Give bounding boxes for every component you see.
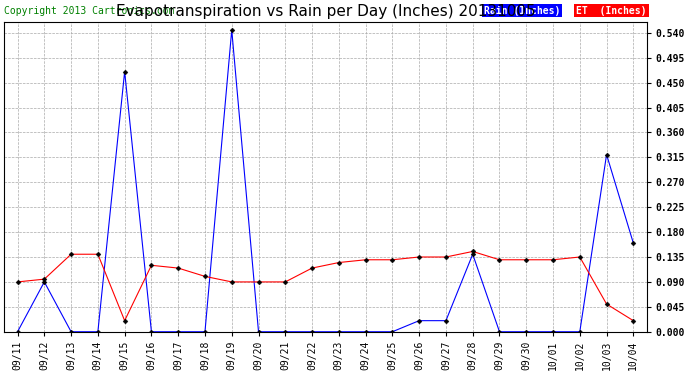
Text: Copyright 2013 Cartronics.com: Copyright 2013 Cartronics.com xyxy=(4,6,175,15)
Text: Rain (Inches): Rain (Inches) xyxy=(484,6,560,15)
Text: ET  (Inches): ET (Inches) xyxy=(576,6,647,15)
Title: Evapotranspiration vs Rain per Day (Inches) 20131005: Evapotranspiration vs Rain per Day (Inch… xyxy=(116,4,535,19)
